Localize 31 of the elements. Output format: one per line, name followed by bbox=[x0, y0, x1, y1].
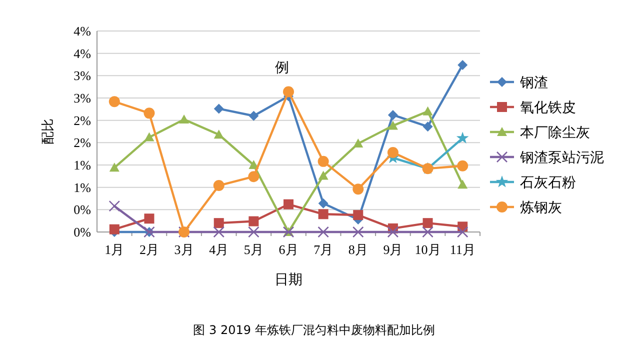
y-tick-label: 1% bbox=[74, 158, 92, 173]
legend-label: 钢渣泵站污泥 bbox=[519, 150, 604, 166]
legend-label: 钢渣 bbox=[519, 74, 548, 91]
y-tick-label: 1% bbox=[74, 180, 92, 195]
x-tick-label: 8月 bbox=[348, 242, 368, 257]
legend-label: 石灰石粉 bbox=[520, 174, 576, 191]
y-tick-label: 2% bbox=[74, 135, 92, 150]
y-tick-label: 4% bbox=[74, 24, 92, 39]
legend-label: 炼钢灰 bbox=[520, 200, 562, 216]
annotation: 例 bbox=[275, 60, 289, 76]
x-tick-label: 4月 bbox=[209, 242, 229, 257]
x-tick-label: 2月 bbox=[139, 242, 159, 257]
y-tick-label: 3% bbox=[74, 90, 92, 106]
y-axis-title: 配比 bbox=[40, 118, 55, 144]
legend-label: 氧化铁皮 bbox=[520, 100, 576, 116]
x-tick-label: 9月 bbox=[383, 242, 403, 257]
y-tick-label: 2% bbox=[74, 112, 92, 128]
x-tick-label: 5月 bbox=[244, 242, 264, 257]
x-tick-label: 3月 bbox=[174, 242, 194, 257]
x-tick-label: 6月 bbox=[278, 242, 298, 257]
x-tick-label: 10月 bbox=[414, 242, 441, 257]
y-tick-label: 0% bbox=[74, 202, 92, 218]
caption: 图 3 2019 年炼铁厂混匀料中废物料配加比例 bbox=[193, 323, 435, 337]
x-tick-label: 11月 bbox=[450, 242, 476, 257]
y-tick-label: 0% bbox=[74, 224, 92, 240]
x-tick-label: 1月 bbox=[104, 242, 124, 257]
y-tick-label: 4% bbox=[74, 46, 92, 61]
x-axis-title: 日期 bbox=[274, 272, 302, 288]
legend-label: 本厂除尘灰 bbox=[520, 124, 590, 141]
x-tick-label: 7月 bbox=[314, 242, 334, 257]
y-tick-label: 3% bbox=[74, 68, 92, 84]
